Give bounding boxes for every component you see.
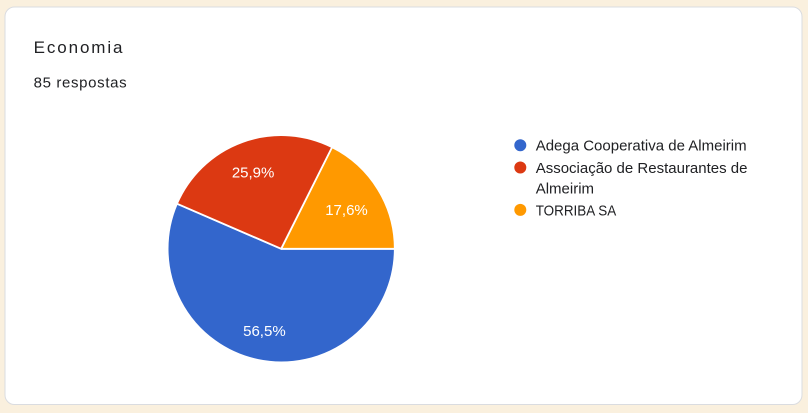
svg-text:17,6%: 17,6% [325, 202, 368, 219]
svg-text:85 respostas: 85 respostas [34, 74, 128, 91]
svg-text:Associação de Restaurantes de: Associação de Restaurantes de [536, 160, 748, 177]
svg-text:56,5%: 56,5% [243, 323, 286, 340]
svg-text:Adega Cooperativa de Almeirim: Adega Cooperativa de Almeirim [536, 138, 747, 155]
svg-text:Economia: Economia [34, 38, 125, 57]
svg-text:25,9%: 25,9% [232, 165, 275, 182]
svg-text:TORRIBA SA: TORRIBA SA [536, 203, 617, 220]
svg-text:Almeirim: Almeirim [536, 180, 594, 197]
